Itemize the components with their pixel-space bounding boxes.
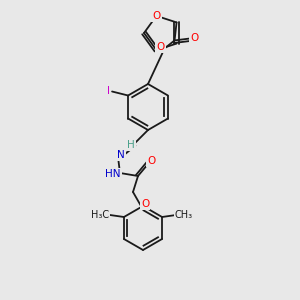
Text: HN: HN: [105, 169, 121, 179]
Text: O: O: [147, 156, 155, 166]
Text: CH₃: CH₃: [175, 210, 193, 220]
Text: O: O: [190, 33, 199, 43]
Text: O: O: [156, 42, 165, 52]
Text: I: I: [106, 85, 110, 95]
Text: O: O: [141, 199, 149, 209]
Text: N: N: [117, 150, 125, 160]
Text: H₃C: H₃C: [91, 210, 109, 220]
Text: H: H: [127, 140, 135, 150]
Text: O: O: [152, 11, 160, 21]
